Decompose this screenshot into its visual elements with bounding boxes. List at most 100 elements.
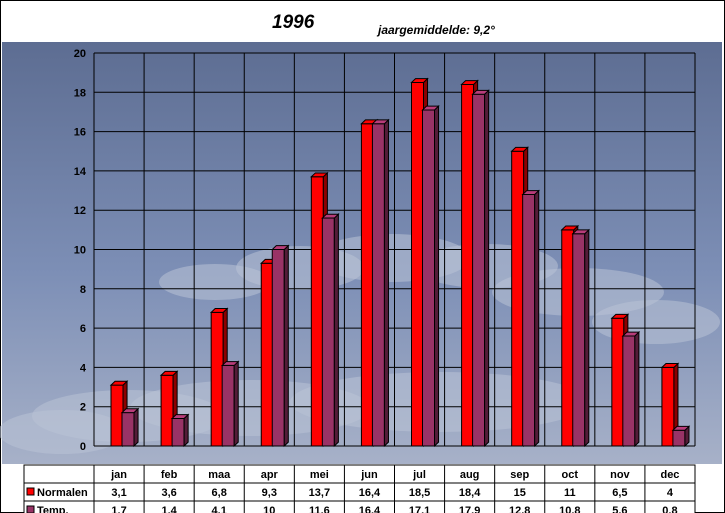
- data-label: 6,8: [212, 487, 227, 499]
- data-label: 1,4: [161, 505, 177, 513]
- bar-aug-s1: [472, 93, 486, 447]
- data-label: 9,3: [262, 487, 277, 499]
- bar-side: [634, 330, 640, 448]
- bar-top: [220, 361, 240, 366]
- x-tick-label: jan: [110, 469, 127, 481]
- bar-top: [209, 308, 229, 313]
- x-tick-label: apr: [261, 469, 279, 481]
- y-tick-label: 14: [74, 166, 87, 178]
- data-label: 11: [564, 487, 576, 499]
- bar-jan-s0: [110, 384, 124, 447]
- y-tick-label: 2: [80, 402, 86, 414]
- bar-mei-s0: [310, 176, 324, 447]
- bar-top: [170, 414, 190, 419]
- bar-side: [183, 413, 189, 448]
- bar-side: [133, 407, 139, 448]
- x-tick-label: jun: [360, 469, 378, 481]
- bar-feb-s1: [171, 417, 185, 447]
- bar-top: [610, 313, 630, 319]
- data-label: 12,8: [509, 505, 530, 513]
- legend-label: Temp.: [37, 505, 69, 513]
- data-label: 5,6: [612, 505, 627, 513]
- bar-top: [159, 370, 179, 376]
- bar-feb-s0: [160, 374, 174, 447]
- data-label: 17,1: [409, 505, 430, 513]
- data-table: [23, 464, 696, 513]
- bar-side: [534, 189, 540, 448]
- x-tick-label: jul: [412, 469, 426, 481]
- x-tick-label: nov: [610, 469, 630, 481]
- bar-top: [410, 78, 429, 83]
- bar-side: [383, 118, 389, 448]
- bar-jul-s1: [422, 109, 435, 447]
- y-tick-label: 16: [74, 127, 86, 139]
- x-tick-label: oct: [562, 469, 579, 481]
- y-tick-label: 4: [80, 362, 87, 374]
- bar-top: [560, 225, 580, 231]
- bar-sep-s1: [522, 193, 536, 447]
- y-tick-label: 12: [74, 205, 86, 217]
- bar-side: [233, 360, 239, 448]
- bar-apr-s0: [260, 262, 274, 447]
- data-label: 3,6: [161, 487, 176, 499]
- data-label: 16,4: [359, 487, 381, 499]
- data-label: 3,1: [111, 487, 126, 499]
- bar-top: [621, 331, 641, 337]
- bar-top: [109, 380, 129, 386]
- data-label: 18,5: [409, 487, 430, 499]
- bar-oct-s0: [561, 229, 575, 447]
- data-label: 10,8: [559, 505, 580, 513]
- bar-dec-s1: [672, 429, 686, 447]
- bar-top: [471, 89, 490, 95]
- bar-side: [283, 244, 289, 448]
- bar-jun-s1: [371, 123, 385, 447]
- bar-top: [120, 408, 140, 414]
- data-label: 13,7: [309, 487, 330, 499]
- data-label: 1,7: [111, 505, 126, 513]
- x-tick-label: maa: [208, 469, 231, 481]
- legend-label: Normalen: [37, 487, 88, 499]
- bar-top: [371, 119, 390, 125]
- bar-oct-s1: [572, 233, 586, 447]
- bar-side: [584, 228, 590, 448]
- x-tick-label: mei: [310, 469, 329, 481]
- x-tick-label: aug: [460, 469, 480, 481]
- bar-side: [484, 89, 490, 448]
- bar-jan-s1: [121, 412, 135, 447]
- bar-top: [510, 146, 529, 152]
- bar-top: [310, 172, 329, 178]
- bar-sep-s0: [511, 150, 525, 447]
- bar-maa-s0: [210, 311, 224, 447]
- bar-jun-s0: [360, 123, 374, 447]
- cloud-shape: [0, 410, 126, 454]
- y-tick-label: 0: [80, 441, 86, 453]
- bar-side: [333, 213, 339, 448]
- data-label: 10: [263, 505, 275, 513]
- data-label: 15: [514, 487, 526, 499]
- bar-top: [321, 213, 340, 219]
- legend-key: [26, 505, 35, 513]
- x-tick-label: sep: [510, 469, 529, 481]
- y-tick-label: 6: [80, 323, 86, 335]
- y-tick-label: 10: [74, 245, 86, 257]
- bar-top: [671, 425, 691, 431]
- bar-nov-s0: [611, 317, 625, 447]
- bar-maa-s1: [221, 364, 235, 447]
- bar-mei-s1: [321, 217, 335, 447]
- y-tick-label: 20: [74, 48, 86, 60]
- data-label: 17,9: [459, 505, 480, 513]
- bar-top: [421, 105, 440, 111]
- x-tick-label: feb: [161, 469, 178, 481]
- bar-jul-s0: [411, 81, 424, 447]
- data-label: 18,4: [459, 487, 481, 499]
- x-tick-label: dec: [660, 469, 679, 481]
- chart-subtitle: jaargemiddelde: 9,2°: [378, 23, 495, 37]
- data-label: 11,6: [309, 505, 330, 513]
- legend-key: [26, 487, 35, 496]
- data-label: 6,5: [612, 487, 627, 499]
- y-tick-label: 8: [80, 284, 86, 296]
- bar-top: [521, 190, 540, 195]
- bar-dec-s0: [661, 366, 675, 447]
- cloud-shape: [592, 300, 720, 344]
